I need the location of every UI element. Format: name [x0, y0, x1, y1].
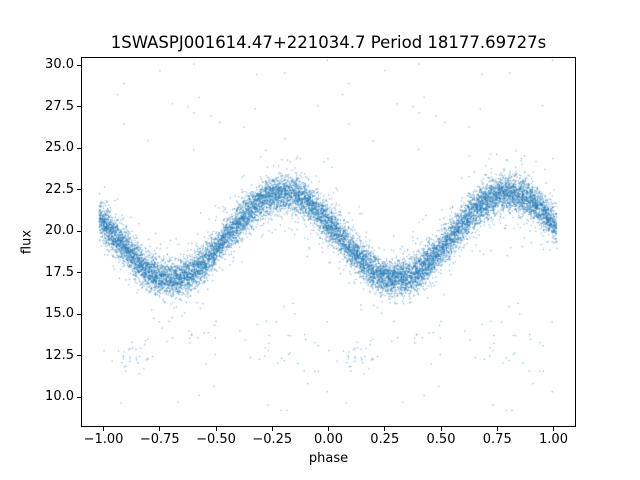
- y-tick-label: 12.5: [45, 347, 74, 363]
- y-tick-label: 25.0: [45, 140, 74, 156]
- y-tick-mark: [77, 106, 81, 108]
- y-tick-mark: [77, 272, 81, 274]
- x-tick-mark: [271, 427, 273, 431]
- x-tick-mark: [440, 427, 442, 431]
- y-tick-mark: [77, 230, 81, 232]
- x-tick-label: −0.50: [196, 432, 236, 447]
- x-tick-label: 1.00: [539, 432, 568, 447]
- scatter-points-canvas: [81, 57, 576, 427]
- x-axis-label: phase: [308, 451, 349, 466]
- y-axis-label: flux: [19, 229, 35, 255]
- x-tick-mark: [553, 427, 554, 431]
- y-tick-label: 22.5: [45, 181, 74, 197]
- y-tick-mark: [77, 355, 81, 357]
- plot-title: 1SWASPJ001614.47+221034.7 Period 18177.6…: [110, 33, 547, 52]
- x-tick-mark: [384, 427, 386, 431]
- y-tick-mark: [77, 147, 81, 149]
- x-tick-mark: [103, 427, 104, 431]
- x-tick-label: −0.25: [252, 432, 293, 447]
- x-tick-label: 0.50: [426, 432, 456, 447]
- x-tick-label: 0.75: [482, 432, 512, 447]
- y-tick-mark: [77, 396, 81, 398]
- y-tick-label: 27.5: [45, 98, 74, 114]
- x-tick-mark: [328, 427, 329, 431]
- x-tick-mark: [159, 427, 161, 431]
- y-tick-label: 15.0: [45, 306, 74, 322]
- x-tick-mark: [496, 427, 498, 431]
- y-tick-mark: [77, 64, 81, 66]
- x-tick-label: 0.25: [370, 432, 400, 447]
- y-tick-label: 30.0: [45, 57, 74, 73]
- x-tick-label: 0.00: [314, 432, 343, 447]
- y-tick-label: 20.0: [45, 223, 74, 239]
- y-tick-label: 10.0: [45, 389, 74, 405]
- y-tick-mark: [77, 189, 81, 191]
- y-tick-mark: [77, 313, 81, 315]
- y-tick-label: 17.5: [45, 264, 74, 280]
- x-tick-label: −0.75: [139, 432, 180, 447]
- x-tick-mark: [215, 427, 217, 431]
- x-tick-label: −1.00: [83, 432, 124, 447]
